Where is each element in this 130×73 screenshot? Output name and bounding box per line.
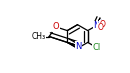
Text: N: N (93, 21, 100, 30)
Text: +: + (98, 19, 103, 24)
Text: O: O (99, 21, 105, 29)
Text: -: - (102, 19, 103, 24)
Text: O: O (97, 23, 103, 32)
Text: Cl: Cl (93, 43, 101, 52)
Text: O: O (53, 22, 59, 31)
Text: CH₃: CH₃ (31, 32, 46, 41)
Text: N: N (75, 42, 82, 51)
